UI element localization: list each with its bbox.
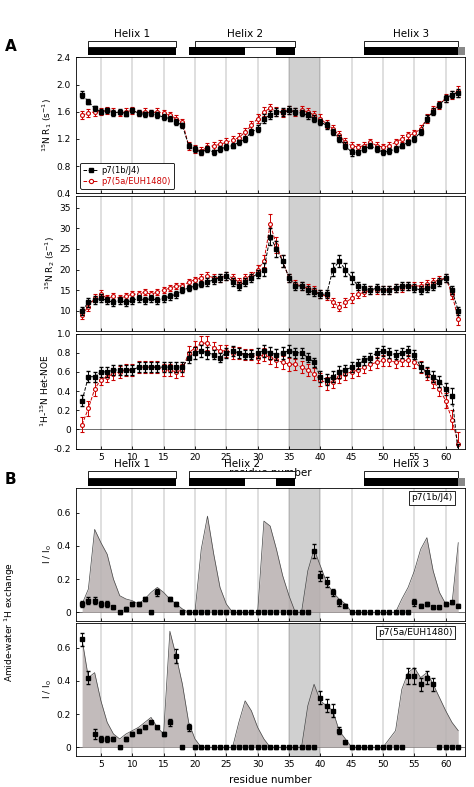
Bar [320,334,352,449]
Text: Amide-water $^1$H exchange: Amide-water $^1$H exchange [2,562,17,682]
Y-axis label: $^{15}$N R$_2$ (s$^{-1}$): $^{15}$N R$_2$ (s$^{-1}$) [43,236,57,290]
Text: B: B [5,472,17,487]
Text: p7(5a/EUH1480): p7(5a/EUH1480) [378,628,453,637]
Bar [320,195,352,331]
Y-axis label: I / I$_0$: I / I$_0$ [41,545,54,564]
Bar [320,623,352,756]
X-axis label: residue number: residue number [229,775,311,785]
Bar [289,195,320,331]
Bar [289,57,320,193]
Text: Helix 1: Helix 1 [114,459,150,469]
Text: A: A [5,39,17,54]
Legend: p7(1b/J4), p7(5a/EUH1480): p7(1b/J4), p7(5a/EUH1480) [80,163,174,189]
Bar [320,57,352,193]
Text: Helix 1: Helix 1 [114,28,150,39]
Bar [320,488,352,620]
Bar [289,623,320,756]
Y-axis label: $^{15}$N R$_1$ (s$^{-1}$): $^{15}$N R$_1$ (s$^{-1}$) [40,98,54,153]
Text: Helix 2: Helix 2 [224,459,260,469]
Text: Helix 2: Helix 2 [227,28,263,39]
Text: p7(1b/J4): p7(1b/J4) [411,493,453,502]
Y-axis label: I / I$_0$: I / I$_0$ [41,679,54,699]
Y-axis label: $^1$H-$^{15}$N Het-NOE: $^1$H-$^{15}$N Het-NOE [38,355,51,427]
Bar [289,334,320,449]
Bar [289,488,320,620]
Text: Helix 3: Helix 3 [393,459,429,469]
Text: Helix 3: Helix 3 [393,28,429,39]
X-axis label: residue number: residue number [229,468,311,478]
